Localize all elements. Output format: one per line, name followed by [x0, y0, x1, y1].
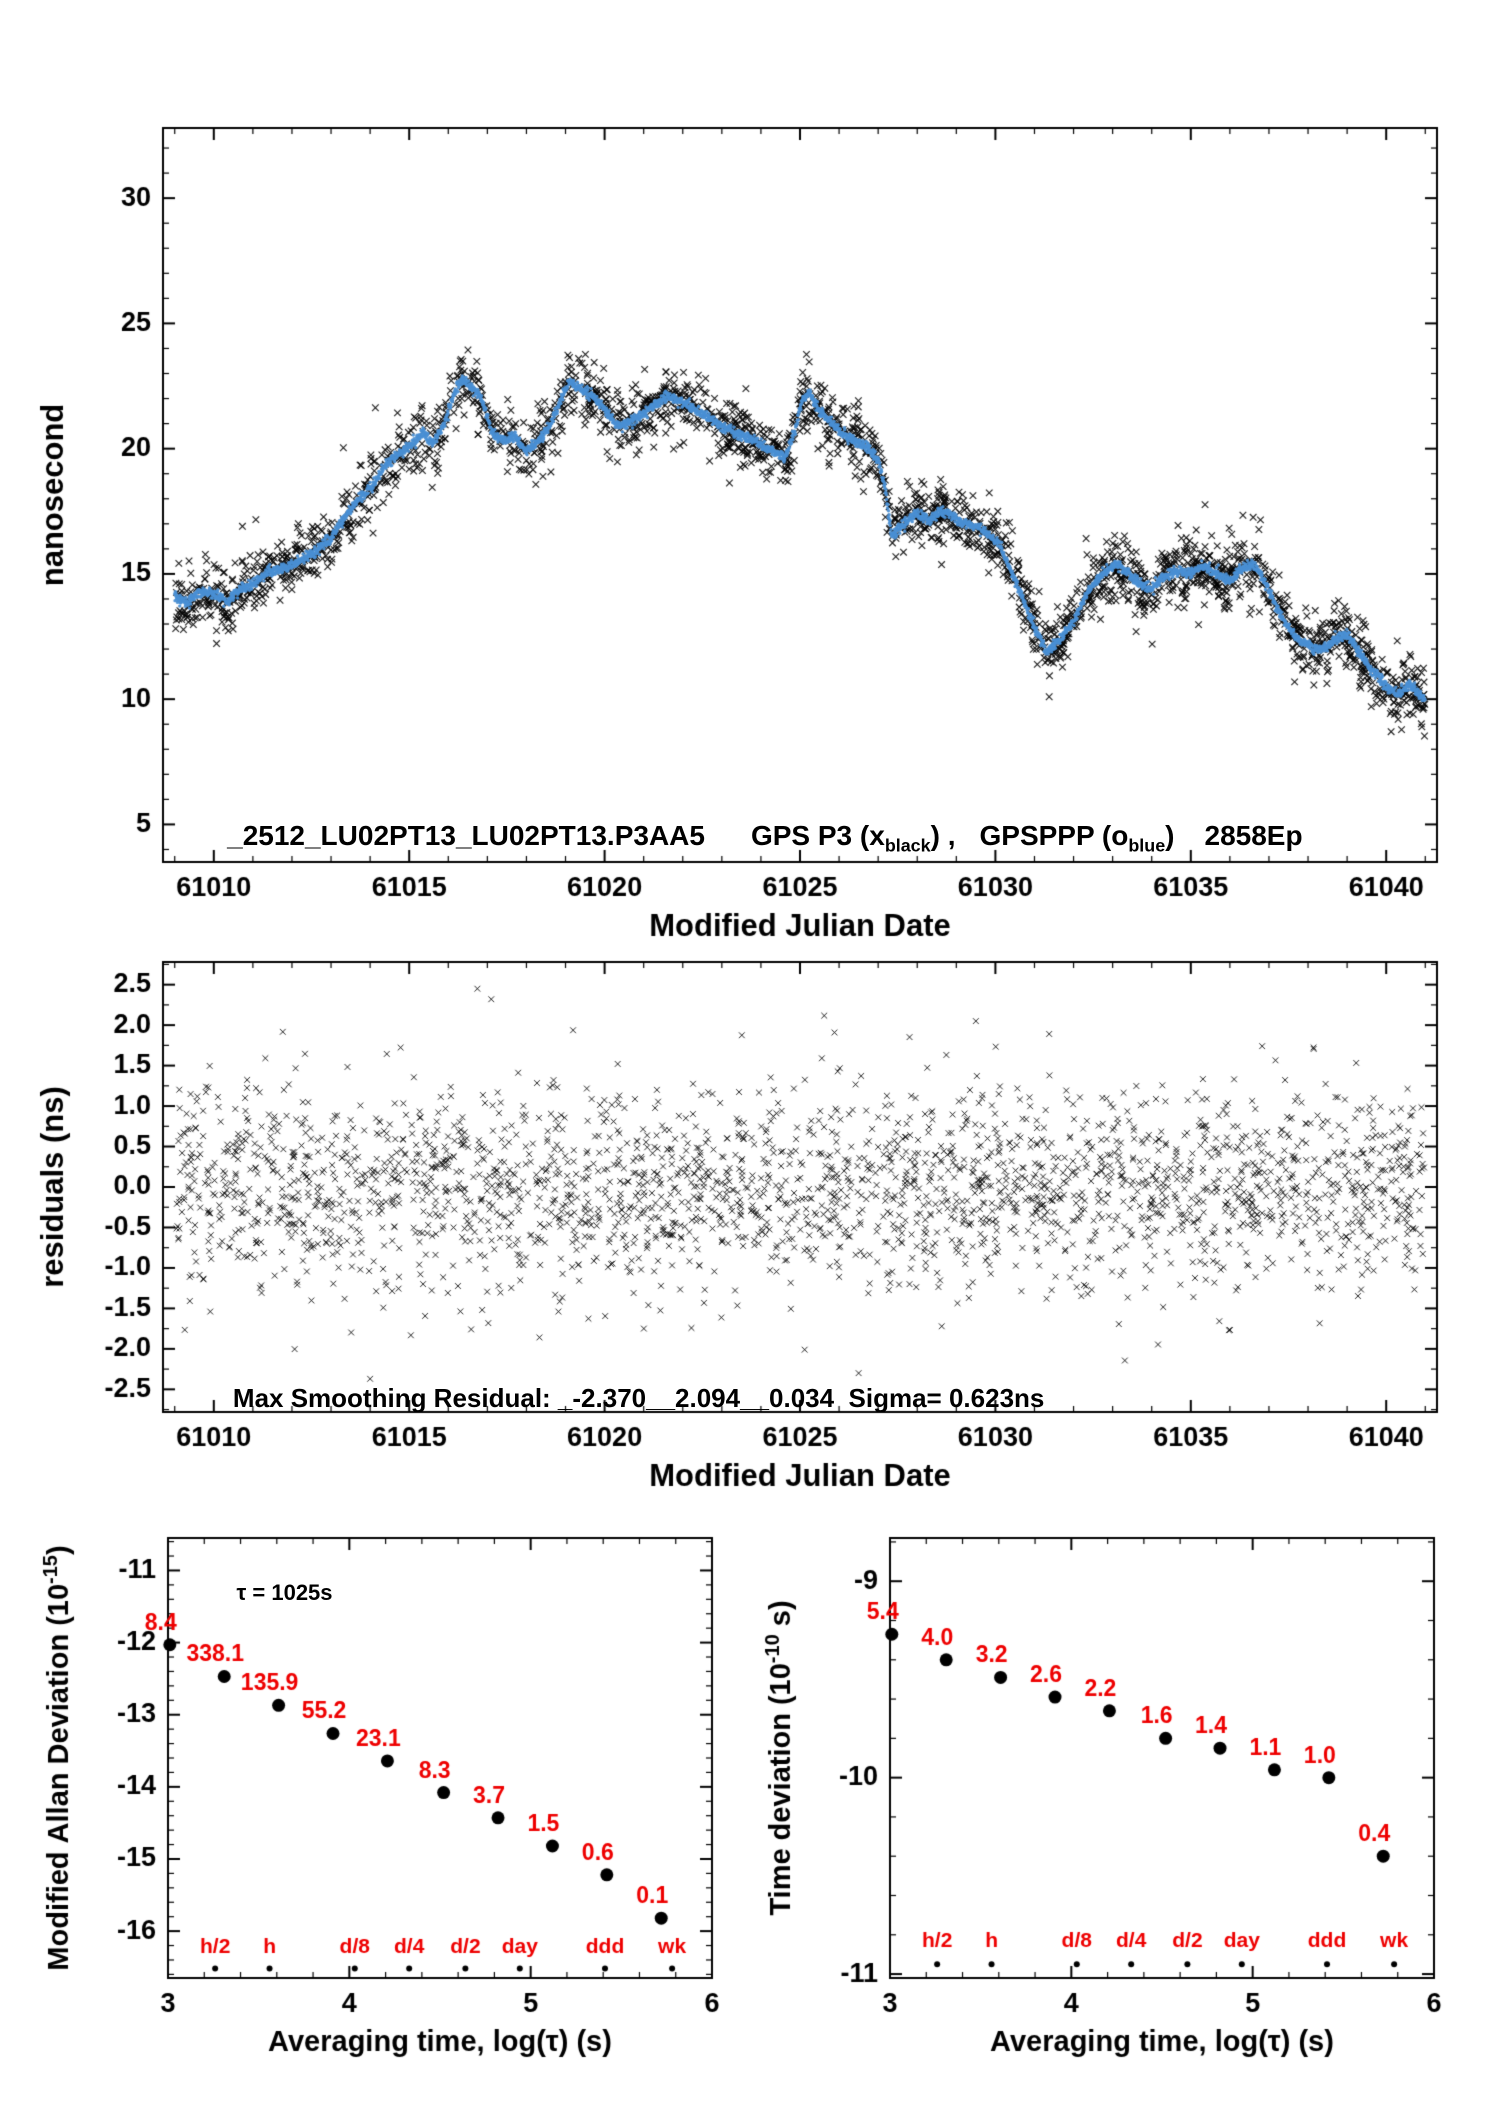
epoch-count-label: 2858Ep: [1204, 820, 1303, 851]
series-a-label: GPS P3 (xblack) ,: [750, 820, 956, 856]
residual-stats-annotation: Max Smoothing Residual: _-2.370__2.094__…: [232, 1383, 1045, 1413]
series-b-subscript: blue: [1128, 835, 1166, 856]
series-a-subscript: black: [884, 835, 931, 856]
dataset-id-label: _2512_LU02PT13_LU02PT13.P3AA5: [227, 820, 705, 851]
tau-annotation: τ = 1025s: [236, 1580, 333, 1605]
phase-series-annotation: _2512_LU02PT13_LU02PT13.P3AA5 GPS P3 (xbl…: [196, 788, 1303, 889]
series-b-label: GPSPPP (oblue): [979, 820, 1175, 856]
